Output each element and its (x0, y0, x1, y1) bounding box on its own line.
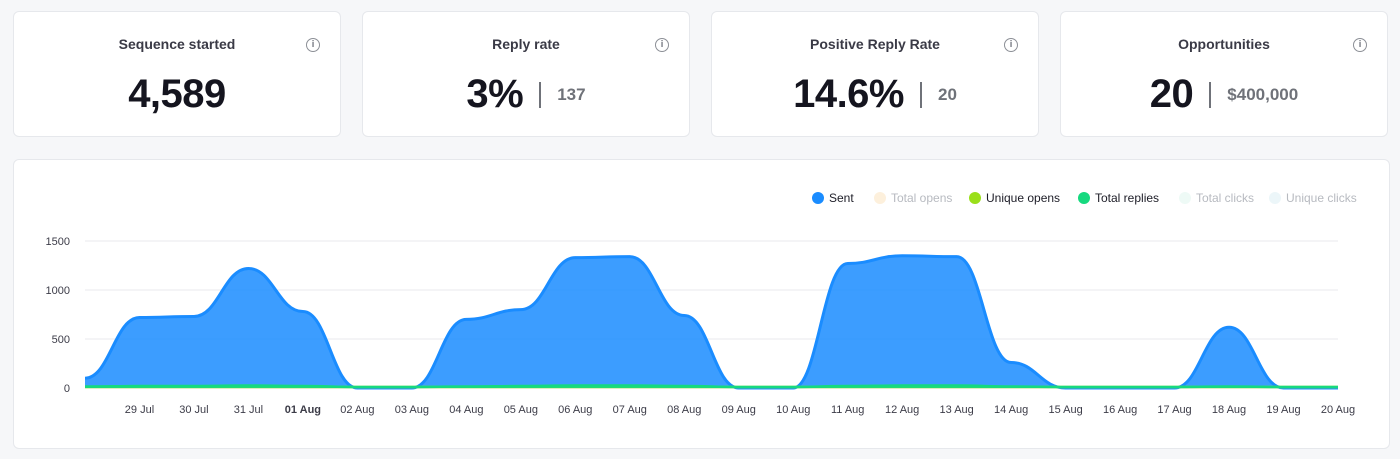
stat-title: Sequence started (118, 36, 236, 52)
legend-item-sent[interactable]: Sent (812, 191, 854, 205)
x-tick-label: 05 Aug (504, 404, 538, 416)
stat-title: Positive Reply Rate (810, 36, 940, 52)
legend-label: Total opens (891, 191, 952, 205)
info-icon[interactable]: i (306, 38, 320, 52)
x-tick-label: 17 Aug (1157, 404, 1191, 416)
legend-item-unique-clicks[interactable]: Unique clicks (1269, 191, 1357, 205)
y-tick-label: 1000 (46, 285, 70, 297)
legend-label: Total replies (1095, 191, 1159, 205)
series-area-sent (85, 255, 1338, 388)
x-tick-label: 03 Aug (395, 404, 429, 416)
stat-secondary: $400,000 (1227, 84, 1299, 104)
x-tick-label: 14 Aug (994, 404, 1028, 416)
stat-card-sequence-started: Sequence started i 4,589 (13, 11, 341, 137)
legend-item-total-clicks[interactable]: Total clicks (1179, 191, 1254, 205)
x-tick-label: 12 Aug (885, 404, 919, 416)
x-tick-label: 07 Aug (613, 404, 647, 416)
stat-title: Reply rate (492, 36, 560, 52)
y-tick-label: 500 (52, 334, 70, 346)
legend-swatch (812, 192, 824, 204)
stat-secondary: 20 (938, 84, 957, 104)
x-tick-label: 06 Aug (558, 404, 592, 416)
x-tick-label: 09 Aug (722, 404, 756, 416)
x-tick-label: 29 Jul (125, 404, 154, 416)
legend-item-total-replies[interactable]: Total replies (1078, 191, 1159, 205)
stat-value-row: 3% 137 (363, 72, 689, 117)
stat-value: 4,589 (128, 72, 226, 116)
legend-label: Unique opens (986, 191, 1060, 205)
stat-secondary: 137 (557, 84, 586, 104)
info-icon[interactable]: i (1004, 38, 1018, 52)
legend-swatch (1179, 192, 1191, 204)
stat-value: 14.6% (793, 72, 904, 116)
legend-item-unique-opens[interactable]: Unique opens (969, 191, 1060, 205)
stat-value-row: 4,589 (14, 72, 340, 117)
legend-swatch (1269, 192, 1281, 204)
legend-item-total-opens[interactable]: Total opens (874, 191, 952, 205)
x-tick-label: 20 Aug (1321, 404, 1355, 416)
x-tick-label: 18 Aug (1212, 404, 1246, 416)
legend-swatch (969, 192, 981, 204)
x-tick-label: 15 Aug (1048, 404, 1082, 416)
x-tick-label: 30 Jul (179, 404, 208, 416)
x-tick-label: 01 Aug (285, 404, 321, 416)
stat-value-row: 20 $400,000 (1061, 72, 1387, 117)
stat-value: 20 (1149, 72, 1194, 116)
legend-swatch (1078, 192, 1090, 204)
stat-divider (1209, 81, 1212, 108)
activity-chart-card: 0 500 1000 1500 29 Jul 30 Jul 31 Jul 01 Aug 02 A… (13, 159, 1390, 449)
stat-divider (539, 81, 542, 108)
legend-swatch (874, 192, 886, 204)
x-tick-label: 19 Aug (1266, 404, 1300, 416)
stat-title: Opportunities (1178, 36, 1270, 52)
stat-value: 3% (466, 72, 524, 116)
info-icon[interactable]: i (1353, 38, 1367, 52)
x-tick-label: 02 Aug (340, 404, 374, 416)
x-tick-label: 04 Aug (449, 404, 483, 416)
y-tick-label: 1500 (46, 236, 70, 248)
y-tick-label: 0 (64, 383, 70, 395)
legend-label: Total clicks (1196, 191, 1254, 205)
x-tick-label: 13 Aug (940, 404, 974, 416)
stat-value-row: 14.6% 20 (712, 72, 1038, 117)
legend-label: Sent (829, 191, 854, 205)
x-tick-label: 11 Aug (831, 404, 864, 416)
stat-divider (920, 81, 922, 108)
stat-card-opportunities: Opportunities i 20 $400,000 (1060, 11, 1388, 137)
stat-card-positive-reply-rate: Positive Reply Rate i 14.6% 20 (711, 11, 1039, 137)
x-tick-label: 10 Aug (776, 404, 810, 416)
x-tick-label: 31 Jul (234, 404, 263, 416)
info-icon[interactable]: i (655, 38, 669, 52)
x-tick-label: 16 Aug (1103, 404, 1137, 416)
stat-card-reply-rate: Reply rate i 3% 137 (362, 11, 690, 137)
legend-label: Unique clicks (1286, 191, 1357, 205)
x-tick-label: 08 Aug (667, 404, 701, 416)
activity-chart: 0 500 1000 1500 29 Jul 30 Jul 31 Jul 01 Aug 02 A… (46, 191, 1357, 416)
series-line-total-replies (84, 384, 1338, 389)
